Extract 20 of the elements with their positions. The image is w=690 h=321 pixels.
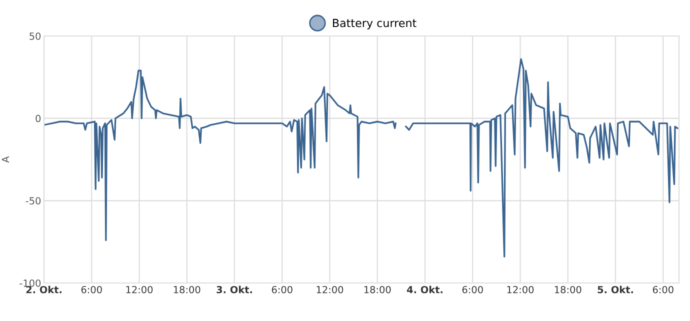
y-tick-label: -50 [26,197,41,204]
x-tick-label: 12:00 [316,286,344,294]
x-tick-label: 12:00 [126,286,153,294]
x-tick-label: 6:00 [272,286,292,294]
x-tick-label: 12:00 [507,286,534,294]
y-tick-label: 0 [36,114,41,122]
x-tick-label: 4. Okt. [406,286,442,294]
x-tick-label: 3. Okt. [216,286,252,294]
x-tick-label: 6:00 [81,286,102,294]
x-tick-label: 18:00 [364,286,391,294]
x-tick-label: 5. Okt. [598,286,633,294]
x-tick-label: 2. Okt. [26,286,62,294]
y-axis-title: A [2,156,9,163]
x-tick-label: 6:00 [462,286,483,294]
legend-label: Battery current [333,18,416,30]
x-tick-label: 6:00 [652,286,674,294]
y-tick-label: -100 [20,279,41,287]
x-tick-label: 18:00 [174,286,200,294]
y-tick-label: 50 [30,32,41,40]
x-tick-label: 18:00 [554,286,582,294]
